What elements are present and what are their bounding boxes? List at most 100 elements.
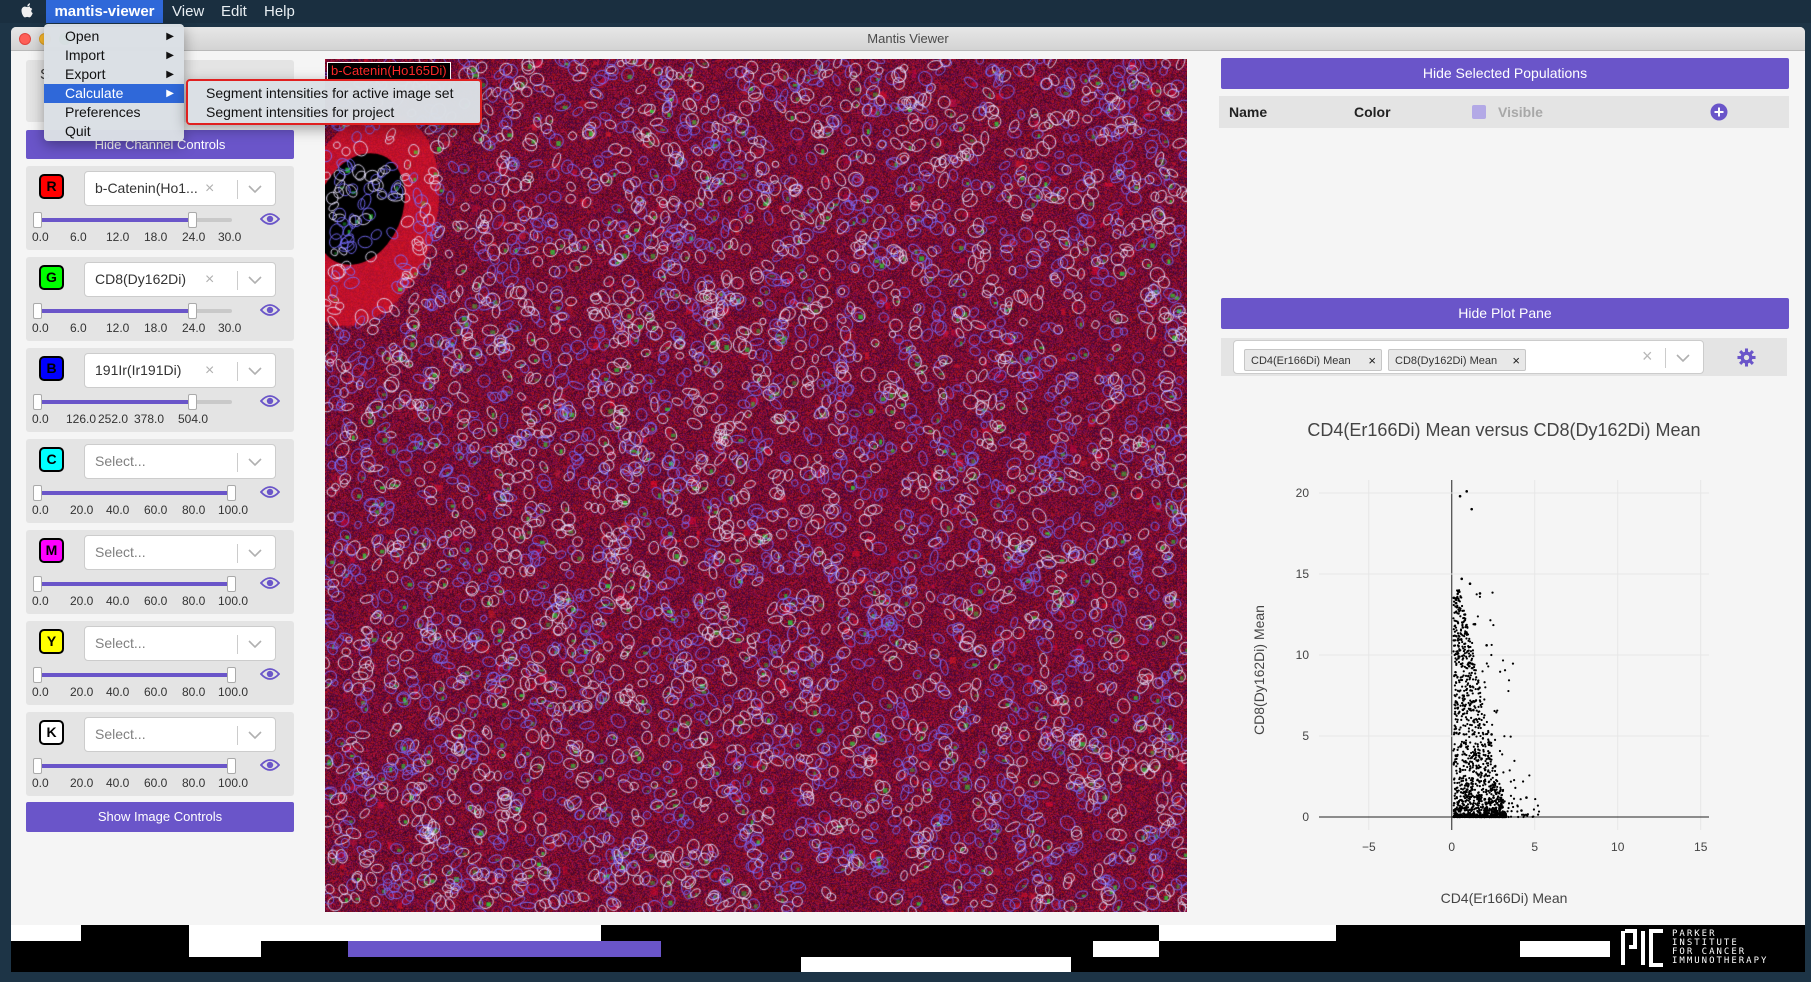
remove-cd8-tag-icon[interactable]: × xyxy=(1512,353,1520,368)
menu-edit[interactable]: Edit xyxy=(221,3,247,20)
plot-point xyxy=(1492,813,1495,816)
channel-m-range-slider[interactable] xyxy=(33,576,236,592)
eye-icon[interactable] xyxy=(260,485,280,499)
plot-point xyxy=(1461,753,1464,756)
gear-icon[interactable] xyxy=(1737,348,1756,367)
chevron-down-icon[interactable] xyxy=(247,637,263,651)
menu-help[interactable]: Help xyxy=(264,3,295,20)
menu-mantis-viewer[interactable]: mantis-viewer xyxy=(46,0,163,23)
menu-item-import[interactable]: Import ▶ xyxy=(44,46,184,65)
plot-point xyxy=(1488,743,1491,747)
slider-max-handle[interactable] xyxy=(188,394,197,410)
plot-point xyxy=(1462,649,1466,653)
close-window-button[interactable] xyxy=(19,33,31,45)
clear-markers-icon[interactable]: × xyxy=(1642,346,1653,366)
menu-item-label: Import xyxy=(65,47,105,63)
add-population-icon[interactable] xyxy=(1710,103,1728,121)
glitch-block xyxy=(1520,941,1610,957)
channel-c-range-slider[interactable] xyxy=(33,485,236,501)
plot-point xyxy=(1483,714,1486,717)
menu-item-segment-intensities-project[interactable]: Segment intensities for project xyxy=(206,104,395,120)
slider-fill xyxy=(37,764,232,768)
visible-all-checkbox[interactable] xyxy=(1472,105,1486,119)
menu-item-export[interactable]: Export ▶ xyxy=(44,65,184,84)
menu-item-preferences[interactable]: Preferences xyxy=(44,103,184,122)
plot-point xyxy=(1478,785,1481,788)
menu-item-segment-intensities-active-image-set[interactable]: Segment intensities for active image set xyxy=(206,85,454,101)
plot-point xyxy=(1464,808,1467,812)
plot-point xyxy=(1472,745,1475,748)
plot-point xyxy=(1497,795,1500,798)
plot-point xyxy=(1479,691,1482,695)
plot-point xyxy=(1453,600,1456,603)
eye-icon[interactable] xyxy=(260,303,280,317)
eye-icon[interactable] xyxy=(260,667,280,681)
plot-point xyxy=(1464,800,1467,803)
scatter-plot[interactable]: CD4(Er166Di) Mean versus CD8(Dy162Di) Me… xyxy=(1219,400,1789,920)
channel-y-range-slider[interactable] xyxy=(33,667,236,683)
hide-selected-populations-button[interactable]: Hide Selected Populations xyxy=(1221,58,1789,89)
channel-g-range-slider[interactable] xyxy=(33,303,232,319)
channel-c-select[interactable]: Select... xyxy=(84,444,276,479)
chevron-down-icon[interactable] xyxy=(247,273,263,287)
channel-r-range-slider[interactable] xyxy=(33,212,232,228)
channel-m-select[interactable]: Select... xyxy=(84,535,276,570)
slider-max-handle[interactable] xyxy=(227,758,236,774)
remove-cd4-tag-icon[interactable]: × xyxy=(1368,353,1376,368)
image-viewer-canvas[interactable] xyxy=(325,59,1187,912)
chevron-down-icon[interactable] xyxy=(247,182,263,196)
progress-fill xyxy=(348,941,661,957)
eye-icon[interactable] xyxy=(260,212,280,226)
slider-max-handle[interactable] xyxy=(227,485,236,501)
slider-min-handle[interactable] xyxy=(33,758,42,774)
slider-max-handle[interactable] xyxy=(188,212,197,228)
menu-view[interactable]: View xyxy=(172,3,205,20)
eye-icon[interactable] xyxy=(260,758,280,772)
plot-point xyxy=(1461,768,1465,772)
plot-point xyxy=(1483,778,1487,781)
channel-g-select[interactable]: CD8(Dy162Di) × xyxy=(84,262,276,297)
channel-k-select[interactable]: Select... xyxy=(84,717,276,752)
chevron-down-icon[interactable] xyxy=(247,546,263,560)
plot-point xyxy=(1452,628,1455,631)
plot-point xyxy=(1468,703,1471,706)
show-image-controls-button[interactable]: Show Image Controls xyxy=(26,802,294,832)
slider-min-handle[interactable] xyxy=(33,394,42,410)
slider-min-handle[interactable] xyxy=(33,485,42,501)
channel-y-select[interactable]: Select... xyxy=(84,626,276,661)
eye-icon[interactable] xyxy=(260,576,280,590)
plot-point xyxy=(1462,616,1465,620)
plot-point xyxy=(1470,662,1474,665)
y-tick-label: 0 xyxy=(1302,810,1309,824)
slider-min-handle[interactable] xyxy=(33,667,42,683)
eye-icon[interactable] xyxy=(260,394,280,408)
slider-max-handle[interactable] xyxy=(227,667,236,683)
apple-icon[interactable] xyxy=(19,3,35,20)
clear-selection-icon[interactable]: × xyxy=(205,362,215,379)
plot-point xyxy=(1456,786,1459,789)
plot-point xyxy=(1465,746,1468,749)
slider-min-handle[interactable] xyxy=(33,303,42,319)
hide-plot-pane-button[interactable]: Hide Plot Pane xyxy=(1221,298,1789,329)
slider-max-handle[interactable] xyxy=(188,303,197,319)
slider-min-handle[interactable] xyxy=(33,212,42,228)
slider-max-handle[interactable] xyxy=(227,576,236,592)
channel-b-range-slider[interactable] xyxy=(33,394,232,410)
chevron-down-icon[interactable] xyxy=(1675,351,1691,365)
channel-r-select[interactable]: b-Catenin(Ho1... × xyxy=(84,171,276,206)
channel-card-r: R b-Catenin(Ho1... × 0.0 6.0 12.0 18.0 24.0 3… xyxy=(26,166,294,250)
menu-item-quit[interactable]: Quit xyxy=(44,122,184,141)
clear-selection-icon[interactable]: × xyxy=(205,180,215,197)
menu-item-calculate[interactable]: Calculate ▶ xyxy=(44,84,184,103)
channel-k-range-slider[interactable] xyxy=(33,758,236,774)
chevron-down-icon[interactable] xyxy=(247,455,263,469)
clear-selection-icon[interactable]: × xyxy=(205,271,215,288)
chevron-down-icon[interactable] xyxy=(247,364,263,378)
slider-min-handle[interactable] xyxy=(33,576,42,592)
menu-item-open[interactable]: Open ▶ xyxy=(44,27,184,46)
plot-point xyxy=(1461,779,1465,782)
plot-point xyxy=(1495,711,1498,714)
chevron-down-icon[interactable] xyxy=(247,728,263,742)
channel-b-select[interactable]: 191Ir(Ir191Di) × xyxy=(84,353,276,388)
plot-marker-select[interactable]: CD4(Er166Di) Mean × CD8(Dy162Di) Mean × … xyxy=(1233,340,1704,374)
